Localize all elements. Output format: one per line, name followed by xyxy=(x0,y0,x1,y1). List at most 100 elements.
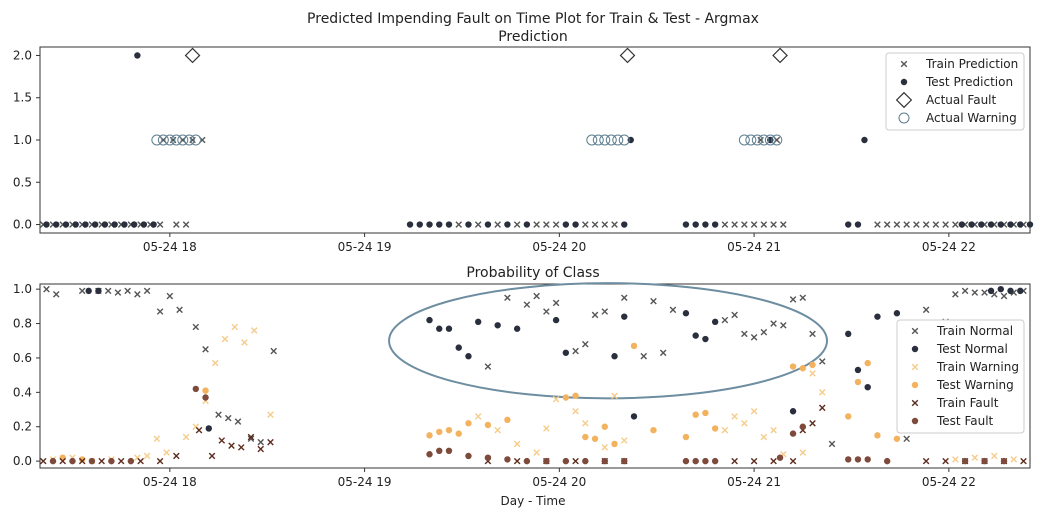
bottom-plot-frame xyxy=(39,283,1031,469)
actual-warning-point xyxy=(758,134,770,146)
train-warning-point xyxy=(620,437,628,444)
test-fault-point xyxy=(776,454,784,461)
train-warning-point xyxy=(799,449,807,456)
test-warning-point xyxy=(692,411,699,418)
actual-fault-point xyxy=(619,47,636,64)
test-prediction-point xyxy=(91,221,99,228)
train-normal-point xyxy=(659,349,667,357)
legend-train-fault-swatch xyxy=(911,399,919,407)
train-warning-point xyxy=(552,395,560,403)
train-normal-point xyxy=(650,297,657,305)
actual-warning-point xyxy=(738,134,750,146)
train-prediction-point xyxy=(543,221,550,228)
test-warning-point xyxy=(455,430,462,437)
test-normal-point xyxy=(455,344,462,351)
test-prediction-point xyxy=(445,221,453,228)
train-warning-point xyxy=(750,407,758,415)
train-fault-point xyxy=(572,457,579,465)
train-fault-point xyxy=(1020,457,1027,465)
train-normal-point xyxy=(1000,292,1008,300)
train-normal-point xyxy=(582,340,589,348)
train-fault-point xyxy=(770,457,777,465)
test-prediction-point xyxy=(134,52,141,59)
train-normal-point xyxy=(484,363,492,370)
test-prediction-point xyxy=(72,221,79,228)
train-normal-point xyxy=(789,296,797,303)
test-fault-point xyxy=(789,430,797,437)
train-prediction-point xyxy=(932,221,940,228)
train-warning-point xyxy=(582,419,589,427)
x-tick-label: 05-24 22 xyxy=(922,240,976,254)
actual-warning-point xyxy=(151,134,163,146)
actual-warning-point xyxy=(751,134,763,146)
train-normal-point xyxy=(809,330,816,338)
train-prediction-point xyxy=(513,221,521,228)
test-prediction-point xyxy=(130,221,138,228)
test-warning-point xyxy=(59,454,66,461)
test-warning-point xyxy=(682,433,690,441)
test-warning-point xyxy=(436,428,443,436)
train-normal-point xyxy=(828,440,836,448)
test-fault-point xyxy=(799,423,806,430)
actual-warning-point xyxy=(745,134,757,146)
train-fault-point xyxy=(942,457,949,465)
train-normal-point xyxy=(247,435,255,443)
train-prediction-point xyxy=(903,221,910,228)
train-warning-point xyxy=(760,433,768,441)
train-prediction-point xyxy=(582,221,589,228)
test-fault-point xyxy=(845,456,852,463)
train-fault-point xyxy=(39,457,47,465)
train-normal-point xyxy=(731,311,738,319)
test-warning-point xyxy=(601,423,608,430)
train-prediction-point xyxy=(494,221,501,228)
train-warning-point xyxy=(731,413,738,420)
train-normal-point xyxy=(270,347,277,355)
test-prediction-point xyxy=(82,221,89,228)
legend-test-normal-label: Test Normal xyxy=(936,342,1008,356)
top-plot-marks xyxy=(39,47,1034,228)
train-normal-point xyxy=(156,308,164,315)
test-normal-point xyxy=(426,316,433,324)
test-prediction-point xyxy=(692,221,699,228)
test-warning-point xyxy=(630,342,638,350)
train-normal-point xyxy=(202,346,209,353)
y-tick-label: 1.5 xyxy=(13,91,32,105)
train-warning-point xyxy=(971,454,979,461)
test-warning-point xyxy=(611,440,618,448)
test-normal-point xyxy=(702,335,709,343)
test-warning-point xyxy=(845,413,852,420)
test-normal-point xyxy=(1007,287,1014,295)
train-normal-point xyxy=(504,294,511,302)
train-normal-point xyxy=(770,320,777,327)
actual-warning-point xyxy=(164,134,176,146)
train-prediction-point xyxy=(913,221,920,228)
actual-warning-point xyxy=(586,134,598,146)
actual-warning-point xyxy=(183,134,195,146)
train-warning-point xyxy=(601,444,609,451)
train-normal-point xyxy=(104,287,112,295)
test-fault-point xyxy=(582,457,589,465)
test-warning-point xyxy=(78,456,86,463)
test-prediction-point xyxy=(1017,221,1024,228)
test-fault-point xyxy=(692,457,699,465)
bottom-chart-title: Probability of Class xyxy=(466,265,599,281)
test-prediction-point xyxy=(436,221,443,228)
test-warning-point xyxy=(445,426,453,434)
actual-fault-point xyxy=(184,47,201,64)
test-fault-point xyxy=(711,457,719,465)
actual-warning-point xyxy=(599,134,611,146)
y-tick-label: 0.2 xyxy=(13,420,32,434)
train-fault-point xyxy=(228,442,235,449)
test-warning-point xyxy=(562,394,570,401)
test-prediction-point xyxy=(702,221,709,228)
train-normal-point xyxy=(741,330,748,338)
test-warning-point xyxy=(572,392,579,399)
test-warning-point xyxy=(799,365,806,372)
train-normal-point xyxy=(114,289,122,296)
test-warning-point xyxy=(702,409,709,417)
test-normal-point xyxy=(611,353,618,360)
train-prediction-point xyxy=(601,221,609,228)
train-normal-point xyxy=(961,287,969,295)
actual-warning-point xyxy=(618,134,630,146)
test-fault-point xyxy=(192,385,200,393)
